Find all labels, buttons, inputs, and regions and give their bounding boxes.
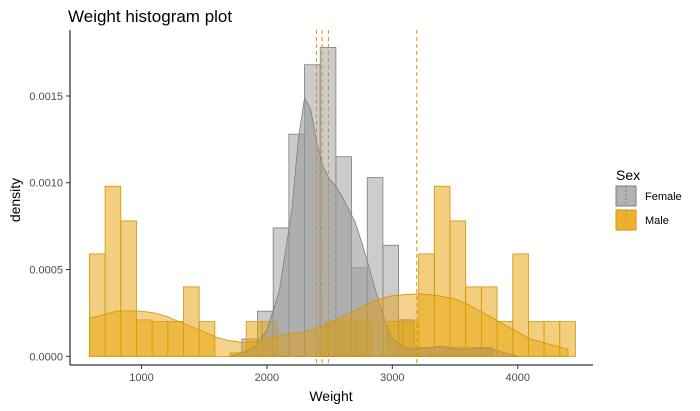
- y-axis-ticks: 0.0000 0.0005 0.0010 0.0015: [29, 91, 70, 363]
- y-tick-label-1: 0.0005: [29, 265, 63, 277]
- legend-label-male: Male: [645, 215, 669, 227]
- y-axis-title: density: [7, 178, 23, 222]
- female-density-curve: [229, 96, 518, 357]
- x-axis-title: Weight: [309, 388, 352, 404]
- y-tick-label-0: 0.0000: [29, 351, 63, 363]
- x-tick-label-1: 2000: [255, 372, 279, 384]
- x-axis-ticks: 1000 2000 3000 4000: [129, 365, 530, 384]
- legend-item-female: Female: [615, 185, 682, 207]
- plot-area: [89, 30, 576, 365]
- legend-label-female: Female: [645, 191, 682, 203]
- legend: Sex Female Male: [615, 167, 682, 231]
- x-tick-label-2: 3000: [380, 372, 404, 384]
- legend-item-male: Male: [615, 209, 669, 231]
- y-tick-label-2: 0.0010: [29, 178, 63, 190]
- x-tick-label-0: 1000: [129, 372, 153, 384]
- x-tick-label-3: 4000: [506, 372, 530, 384]
- chart-title: Weight histogram plot: [68, 7, 232, 26]
- y-tick-label-3: 0.0015: [29, 91, 63, 103]
- legend-title: Sex: [616, 167, 640, 183]
